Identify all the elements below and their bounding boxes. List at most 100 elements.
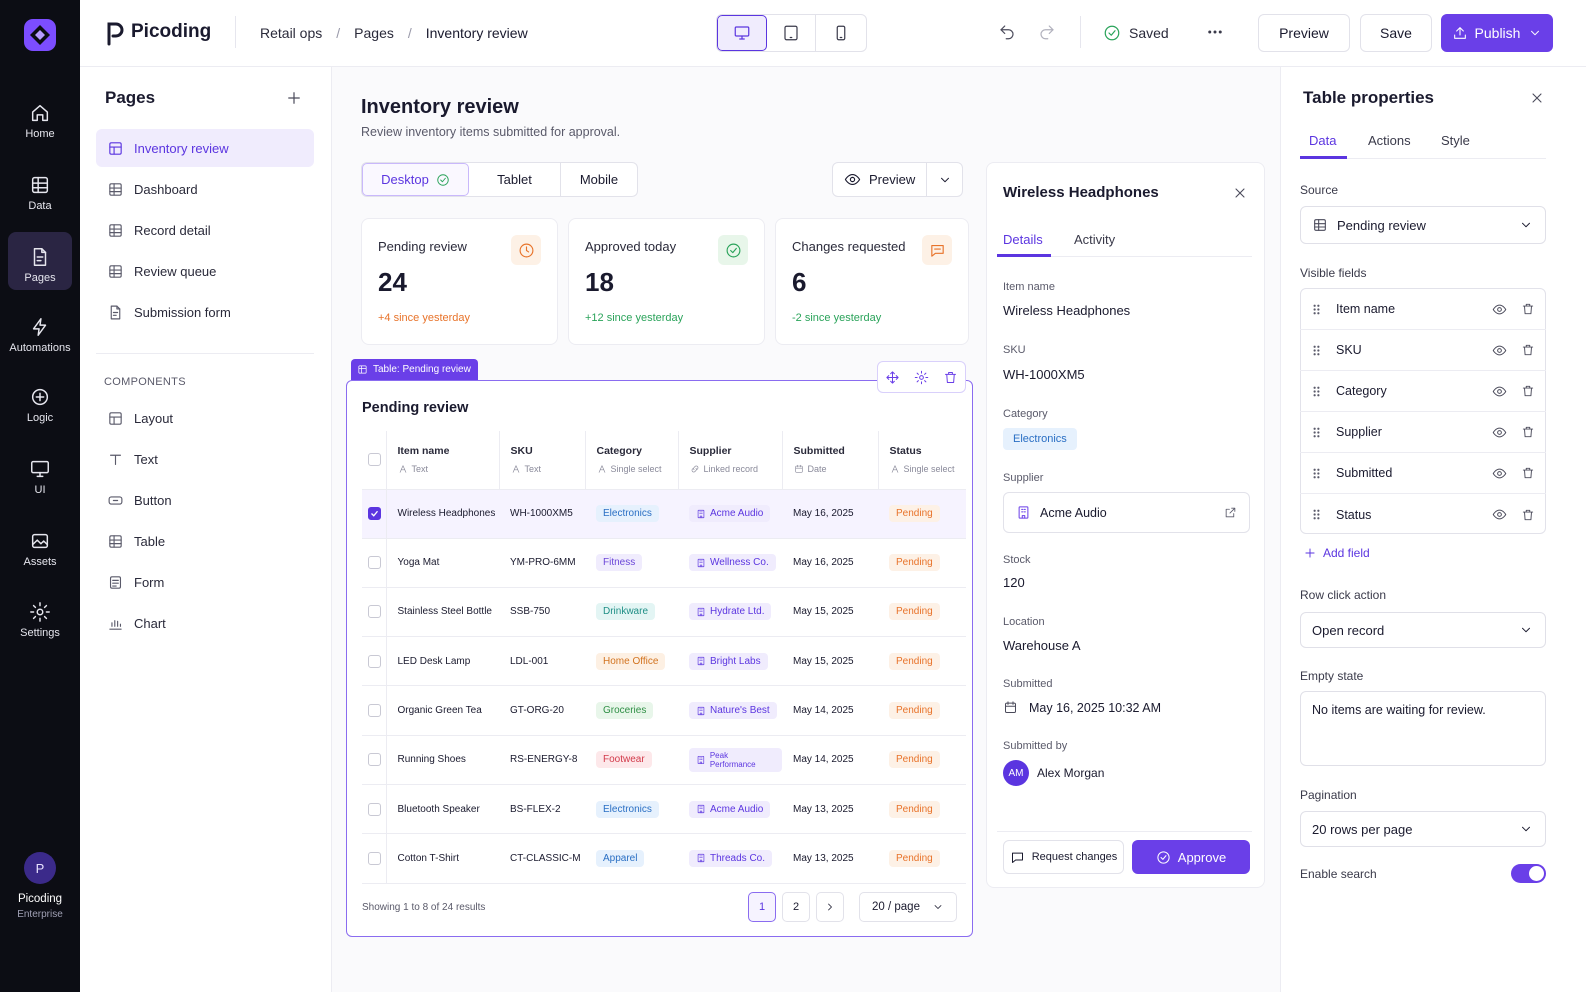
page-size-select[interactable]: 20 / page <box>859 892 957 922</box>
row-checkbox[interactable] <box>368 753 381 767</box>
rail-item-pages[interactable]: Pages <box>8 232 72 290</box>
device-mobile-button[interactable] <box>816 15 866 51</box>
device-desktop-button[interactable] <box>717 15 767 51</box>
pagination-page-1[interactable]: 1 <box>748 892 776 922</box>
page-item-record-detail[interactable]: Record detail <box>96 211 314 249</box>
column-header-supplier[interactable]: Supplier Linked record <box>678 431 783 489</box>
supplier-link[interactable]: Acme Audio <box>689 505 771 522</box>
component-item-form[interactable]: Form <box>96 563 314 601</box>
publish-button[interactable]: Publish <box>1441 14 1553 52</box>
column-header-item-name[interactable]: Item name Text <box>386 431 500 489</box>
add-field-button[interactable]: Add field <box>1303 546 1370 560</box>
row-checkbox[interactable] <box>368 605 381 619</box>
supplier-link[interactable]: Hydrate Ltd. <box>689 603 772 621</box>
row-checkbox[interactable] <box>368 802 381 816</box>
toggle-visibility-button[interactable] <box>1492 302 1507 317</box>
row-click-select[interactable]: Open record <box>1300 612 1546 648</box>
row-checkbox[interactable] <box>368 851 381 865</box>
table-row[interactable]: Organic Green Tea GT-ORG-20 Groceries Natur… <box>362 685 966 736</box>
drag-handle[interactable] <box>1309 384 1324 399</box>
trash-icon[interactable] <box>943 370 958 385</box>
component-item-button[interactable]: Button <box>96 481 314 519</box>
toggle-visibility-button[interactable] <box>1492 507 1507 522</box>
toggle-visibility-button[interactable] <box>1492 425 1507 440</box>
visible-field-supplier[interactable]: Supplier <box>1300 412 1546 453</box>
drag-handle[interactable] <box>1309 507 1324 522</box>
visible-field-sku[interactable]: SKU <box>1300 330 1546 371</box>
component-item-table[interactable]: Table <box>96 522 314 560</box>
detail-tab-activity[interactable]: Activity <box>1074 232 1116 247</box>
remove-field-button[interactable] <box>1521 302 1535 316</box>
component-item-chart[interactable]: Chart <box>96 604 314 642</box>
column-header-submitted[interactable]: Submitted Date <box>782 431 879 489</box>
properties-tab-data[interactable]: Data <box>1309 133 1337 148</box>
supplier-link[interactable]: Bright Labs <box>689 652 768 670</box>
redo-button[interactable] <box>1038 23 1056 41</box>
remove-field-button[interactable] <box>1521 425 1535 439</box>
settings-gear-icon[interactable] <box>914 370 929 385</box>
add-page-button[interactable] <box>285 89 303 107</box>
preview-button[interactable]: Preview <box>1258 14 1350 52</box>
breadcrumb-item-pages[interactable]: Pages <box>354 25 394 41</box>
drag-handle[interactable] <box>1309 425 1324 440</box>
column-header-status[interactable]: Status Single select <box>878 431 966 489</box>
tab-tablet[interactable]: Tablet <box>469 163 561 196</box>
drag-handle[interactable] <box>1309 343 1324 358</box>
page-item-dashboard[interactable]: Dashboard <box>96 170 314 208</box>
select-all-checkbox[interactable] <box>368 453 381 467</box>
column-header-sku[interactable]: SKU Text <box>499 431 586 489</box>
row-checkbox[interactable] <box>368 704 381 718</box>
drag-handle[interactable] <box>1309 302 1324 317</box>
table-row[interactable]: Cotton T-Shirt CT-CLASSIC-M Apparel Threads… <box>362 833 966 884</box>
row-checkbox[interactable] <box>368 654 381 668</box>
pagination-select[interactable]: 20 rows per page <box>1300 811 1546 847</box>
visible-field-submitted[interactable]: Submitted <box>1300 453 1546 494</box>
pagination-next-button[interactable] <box>816 892 844 922</box>
component-item-text[interactable]: Text <box>96 440 314 478</box>
supplier-link[interactable]: Acme Audio <box>689 800 771 818</box>
column-header-category[interactable]: Category Single select <box>585 431 679 489</box>
save-button[interactable]: Save <box>1360 14 1432 52</box>
table-row[interactable]: Running Shoes RS-ENERGY-8 Footwear Peak Per… <box>362 735 966 785</box>
rail-item-ui[interactable]: UI <box>8 444 72 502</box>
supplier-link[interactable]: Nature's Best <box>689 702 777 720</box>
supplier-link[interactable]: Peak Performance <box>689 747 782 772</box>
workspace-avatar[interactable]: P <box>24 852 56 884</box>
approve-button[interactable]: Approve <box>1132 840 1250 874</box>
visible-field-status[interactable]: Status <box>1300 494 1546 535</box>
enable-search-toggle[interactable] <box>1511 864 1546 883</box>
table-row[interactable]: Yoga Mat YM-PRO-6MM Fitness Wellness Co. May… <box>362 538 966 588</box>
undo-button[interactable] <box>998 23 1016 41</box>
supplier-linked-record[interactable]: Acme Audio <box>1003 492 1250 533</box>
move-icon[interactable] <box>885 370 900 385</box>
page-item-review-queue[interactable]: Review queue <box>96 252 314 290</box>
rail-item-automations[interactable]: Automations <box>8 302 72 360</box>
table-row[interactable]: Stainless Steel Bottle SSB-750 Drinkware Hy… <box>362 587 966 637</box>
source-select[interactable]: Pending review <box>1300 206 1546 244</box>
device-tablet-button[interactable] <box>767 15 817 51</box>
preview-dropdown-button[interactable] <box>927 163 962 196</box>
tab-desktop[interactable]: Desktop <box>362 163 469 196</box>
remove-field-button[interactable] <box>1521 384 1535 398</box>
table-row[interactable]: Wireless Headphones WH-1000XM5 Electronics… <box>362 489 966 538</box>
empty-state-textarea[interactable]: No items are waiting for review. <box>1300 691 1546 766</box>
table-row[interactable]: Bluetooth Speaker BS-FLEX-2 Electronics Acm… <box>362 784 966 834</box>
table-selection-badge[interactable]: Table: Pending review <box>351 359 478 380</box>
detail-tab-details[interactable]: Details <box>1003 232 1043 247</box>
detail-close-button[interactable] <box>1232 185 1248 201</box>
toggle-visibility-button[interactable] <box>1492 466 1507 481</box>
breadcrumb-item-retail-ops[interactable]: Retail ops <box>260 25 323 41</box>
app-logo-icon[interactable] <box>22 17 58 53</box>
tab-mobile[interactable]: Mobile <box>579 172 619 187</box>
visible-field-category[interactable]: Category <box>1300 371 1546 412</box>
component-item-layout[interactable]: Layout <box>96 399 314 437</box>
properties-tab-actions[interactable]: Actions <box>1368 133 1411 148</box>
toggle-visibility-button[interactable] <box>1492 343 1507 358</box>
remove-field-button[interactable] <box>1521 343 1535 357</box>
rail-item-data[interactable]: Data <box>8 160 72 218</box>
table-row[interactable]: LED Desk Lamp LDL-001 Home Office Bright La… <box>362 636 966 686</box>
properties-close-button[interactable] <box>1529 90 1545 106</box>
row-checkbox[interactable] <box>368 556 381 570</box>
more-options-button[interactable] <box>1206 23 1224 41</box>
properties-tab-style[interactable]: Style <box>1441 133 1470 148</box>
